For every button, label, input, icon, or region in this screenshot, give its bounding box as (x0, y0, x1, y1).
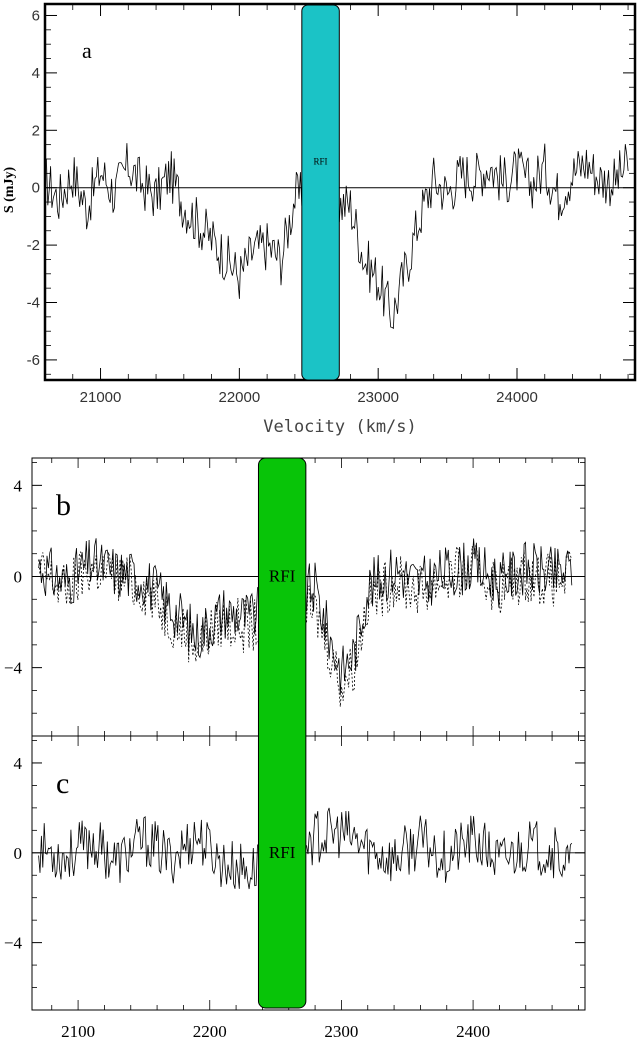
panel-c-frame (31, 735, 586, 1011)
a-ytick-label: 4 (32, 65, 40, 82)
b-ytick-label: 4 (14, 476, 23, 495)
panel-c-letter: c (56, 767, 69, 800)
c-xtick-label: 2300 (324, 1022, 358, 1041)
a-xtick-label: 24000 (496, 389, 538, 406)
panel-a-data (44, 143, 635, 330)
c-ytick-label: −4 (4, 934, 23, 953)
panel-bc-rfi-band: RFI RFI (257, 457, 307, 1009)
panel-b-letter: b (56, 489, 71, 522)
panel-a-letter: a (82, 38, 92, 63)
bc-rfi-rect (257, 457, 307, 1009)
panel-a-ylabel: S (mJy) (2, 167, 17, 214)
c-series-line-solid (38, 807, 573, 890)
c-xtick-label: 2100 (61, 1022, 95, 1041)
c-xtick-label: 2200 (193, 1022, 227, 1041)
a-xtick-label: 22000 (218, 389, 260, 406)
b-ytick-label: 0 (14, 567, 23, 586)
a-rfi-label: RFI (314, 157, 328, 167)
panel-a-xlabel: Velocity (km/s) (263, 417, 417, 437)
panel-a-rfi-band: RFI (301, 4, 340, 381)
b-ytick-label: −4 (4, 659, 23, 678)
b-rfi-label: RFI (269, 566, 296, 585)
panel-b-data (32, 538, 585, 707)
panel-c-data (32, 807, 585, 890)
a-ytick-label: 0 (32, 180, 40, 197)
a-rfi-rect (301, 4, 340, 381)
panel-b-frame (31, 457, 586, 737)
panel-a: -6 -4 -2 0 2 4 6 21000 22000 23000 24000 RFI a S (… (2, 2, 637, 437)
c-xtick-label: 2400 (456, 1022, 490, 1041)
c-ytick-label: 0 (14, 844, 23, 863)
a-ytick-label: -2 (27, 237, 40, 254)
a-series-line (44, 143, 629, 330)
b-series-line-dotted (38, 543, 573, 707)
a-ytick-label: -6 (27, 352, 40, 369)
panel-a-frame (43, 2, 637, 382)
a-ytick-label: 6 (32, 7, 40, 24)
panel-c: −4 0 4 2100 2200 2300 2400 c (4, 735, 586, 1041)
c-rfi-label: RFI (269, 843, 296, 862)
a-xtick-label: 21000 (80, 389, 122, 406)
panel-b: −4 0 4 b (4, 457, 586, 737)
a-xtick-label: 23000 (357, 389, 399, 406)
a-ytick-label: 2 (32, 122, 40, 139)
c-ytick-label: 4 (14, 754, 23, 773)
a-ytick-label: -4 (27, 295, 40, 312)
